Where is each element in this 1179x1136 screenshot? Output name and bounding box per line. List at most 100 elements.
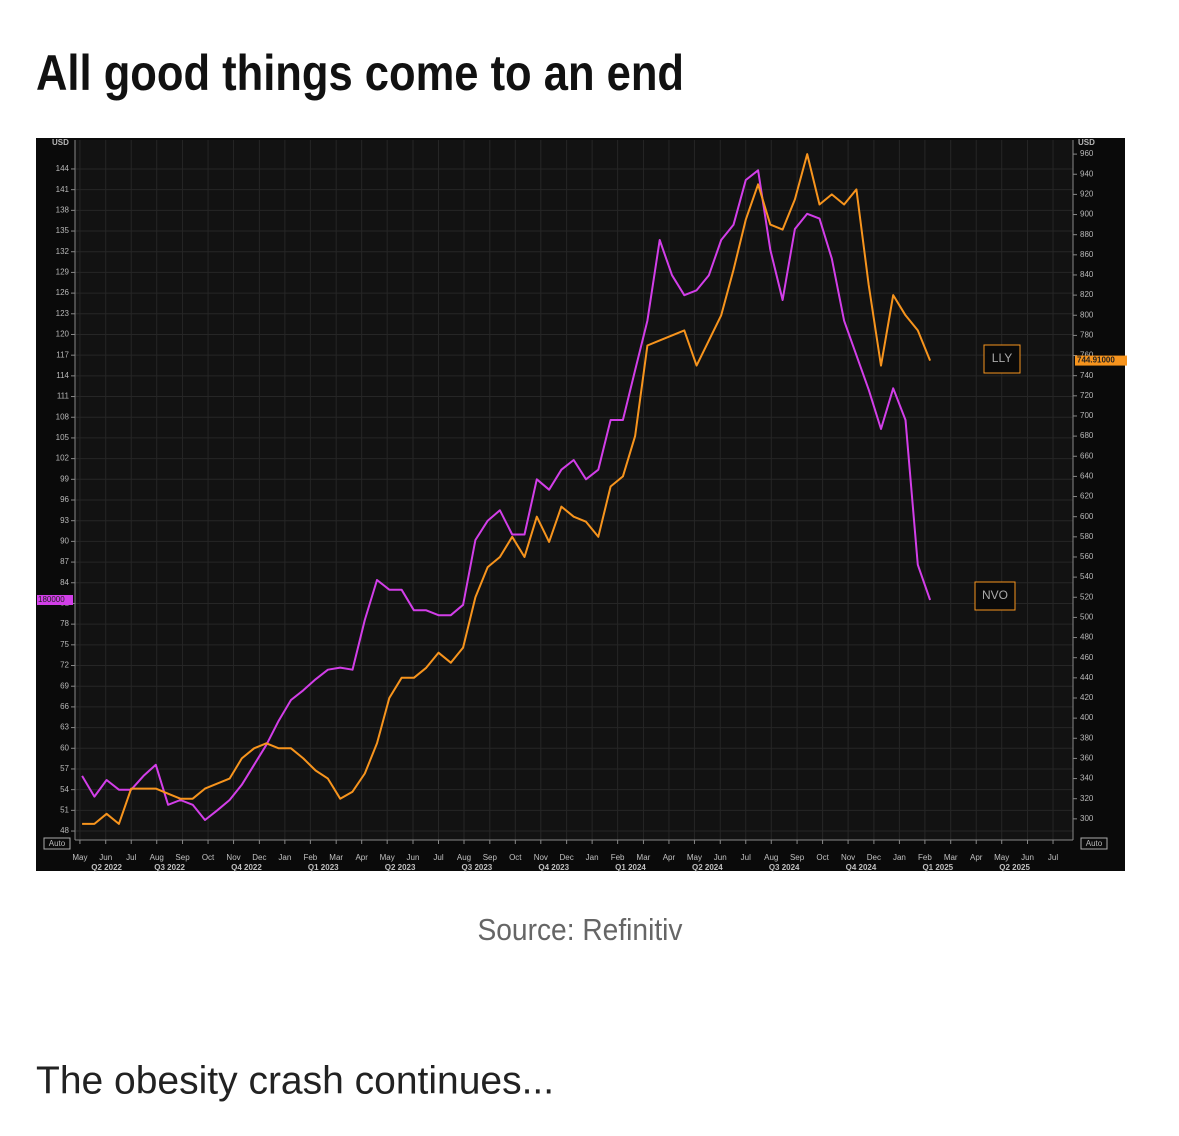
x-tick-label: Dec	[252, 853, 266, 862]
y2-tick-label: 920	[1080, 189, 1094, 198]
legend-box	[983, 344, 1021, 374]
title: All good things come to an end	[36, 45, 684, 101]
chart: May Jun Jul Aug Sep Oct Nov Dec Jan Feb Mar Apr May J…	[37, 138, 1127, 872]
quarter-label: Q3 2023	[462, 863, 493, 872]
y-tick-label: 66	[60, 702, 69, 711]
y-tick-label: 126	[56, 288, 70, 297]
last-value-label: 180000	[38, 595, 65, 604]
y2-tick-label: 720	[1080, 391, 1094, 400]
y-tick-label: 96	[60, 495, 69, 504]
x-tick-label: Jun	[407, 853, 420, 862]
y2-tick-label: 520	[1080, 592, 1094, 601]
y2-tick-label: 700	[1080, 411, 1094, 420]
y2-tick-label: 500	[1080, 613, 1094, 622]
x-tick-label: Jan	[278, 853, 291, 862]
y2-tick-label: 820	[1080, 290, 1094, 299]
x-tick-label: Jun	[1021, 853, 1034, 862]
x-tick-label: Mar	[329, 853, 343, 862]
x-tick-label: Mar	[944, 853, 958, 862]
x-tick-label: Oct	[816, 853, 829, 862]
y2-tick-label: 660	[1080, 451, 1094, 460]
x-tick-label: Feb	[611, 853, 625, 862]
y-tick-label: 99	[60, 474, 69, 483]
auto-box	[1080, 837, 1108, 850]
x-tick-label: Jul	[433, 853, 443, 862]
last-value-label: 744.91000	[1077, 356, 1115, 365]
x-tick-label: Dec	[867, 853, 881, 862]
quarter-label: Q2 2022	[91, 863, 122, 872]
legend-label: NVO	[982, 588, 1008, 602]
y-tick-label: 48	[60, 826, 69, 835]
y2-tick-label: 780	[1080, 331, 1094, 340]
x-tick-label: Oct	[509, 853, 522, 862]
x-tick-label: Oct	[202, 853, 215, 862]
x-tick-label: May	[687, 853, 702, 862]
x-tick-label: Nov	[534, 853, 548, 862]
x-tick-label: Feb	[918, 853, 932, 862]
y-tick-label: 129	[56, 268, 70, 277]
y-tick-label: 111	[57, 392, 70, 401]
y2-tick-label: 840	[1080, 270, 1094, 279]
y-tick-label: 102	[56, 454, 70, 463]
y2-tick-label: 940	[1080, 169, 1094, 178]
source: Source: Refinitiv	[478, 912, 683, 947]
y2-tick-label: 620	[1080, 492, 1094, 501]
y2-tick-label: 400	[1080, 713, 1094, 722]
x-tick-label: Mar	[637, 853, 651, 862]
x-tick-label: Jun	[99, 853, 112, 862]
x-tick-label: Jul	[126, 853, 136, 862]
y-tick-label: 90	[60, 536, 69, 545]
y-tick-label: 114	[56, 371, 69, 380]
y2-tick-label: 680	[1080, 431, 1094, 440]
y2-tick-label: 300	[1080, 814, 1094, 823]
x-tick-label: Aug	[150, 853, 164, 862]
quarter-label: Q1 2024	[615, 863, 646, 872]
y2-tick-label: 460	[1080, 653, 1094, 662]
y2-tick-label: 740	[1080, 371, 1094, 380]
y-tick-label: 135	[56, 226, 70, 235]
y-tick-label: 69	[60, 681, 69, 690]
x-tick-label: Sep	[483, 853, 498, 862]
quarter-label: Q1 2023	[308, 863, 339, 872]
y2-tick-label: 900	[1080, 210, 1094, 219]
plot-area	[75, 140, 1073, 840]
quarter-label: Q1 2025	[922, 863, 953, 872]
x-tick-label: Jul	[1048, 853, 1058, 862]
x-tick-label: Feb	[303, 853, 317, 862]
y-tick-label: 51	[60, 805, 69, 814]
y2-tick-label: 800	[1080, 310, 1094, 319]
y2-tick-label: 440	[1080, 673, 1094, 682]
y-tick-label: 123	[56, 309, 70, 318]
y2-tick-label: 480	[1080, 633, 1094, 642]
y-tick-label: 57	[60, 764, 69, 773]
x-tick-label: Apr	[970, 853, 983, 862]
y-tick-label: 72	[60, 661, 69, 670]
y2-tick-label: 640	[1080, 472, 1094, 481]
last-value-flag	[1075, 355, 1127, 366]
y2-tick-label: 320	[1080, 794, 1094, 803]
y-tick-label: 93	[60, 516, 69, 525]
y2-tick-label: 540	[1080, 572, 1094, 581]
y-tick-label: 138	[56, 205, 70, 214]
y-tick-label: 84	[60, 578, 69, 587]
y2-unit: USD	[1078, 138, 1095, 147]
last-value-flag	[37, 595, 73, 605]
y2-tick-label: 600	[1080, 512, 1094, 521]
auto-label: Auto	[49, 839, 66, 848]
quarter-label: Q2 2023	[385, 863, 416, 872]
quarter-label: Q2 2025	[999, 863, 1030, 872]
x-tick-label: Aug	[764, 853, 778, 862]
quarter-label: Q4 2022	[231, 863, 262, 872]
x-tick-label: May	[994, 853, 1009, 862]
y-tick-label: 132	[56, 247, 70, 256]
y-tick-label: 141	[56, 185, 70, 194]
legend-label: LLY	[992, 351, 1012, 365]
y-tick-label: 63	[60, 723, 69, 732]
y2-tick-label: 560	[1080, 552, 1094, 561]
y-tick-label: 75	[60, 640, 69, 649]
auto-box	[43, 837, 71, 850]
x-tick-label: Apr	[663, 853, 676, 862]
quarter-label: Q4 2024	[846, 863, 877, 872]
series-line	[81, 169, 932, 821]
